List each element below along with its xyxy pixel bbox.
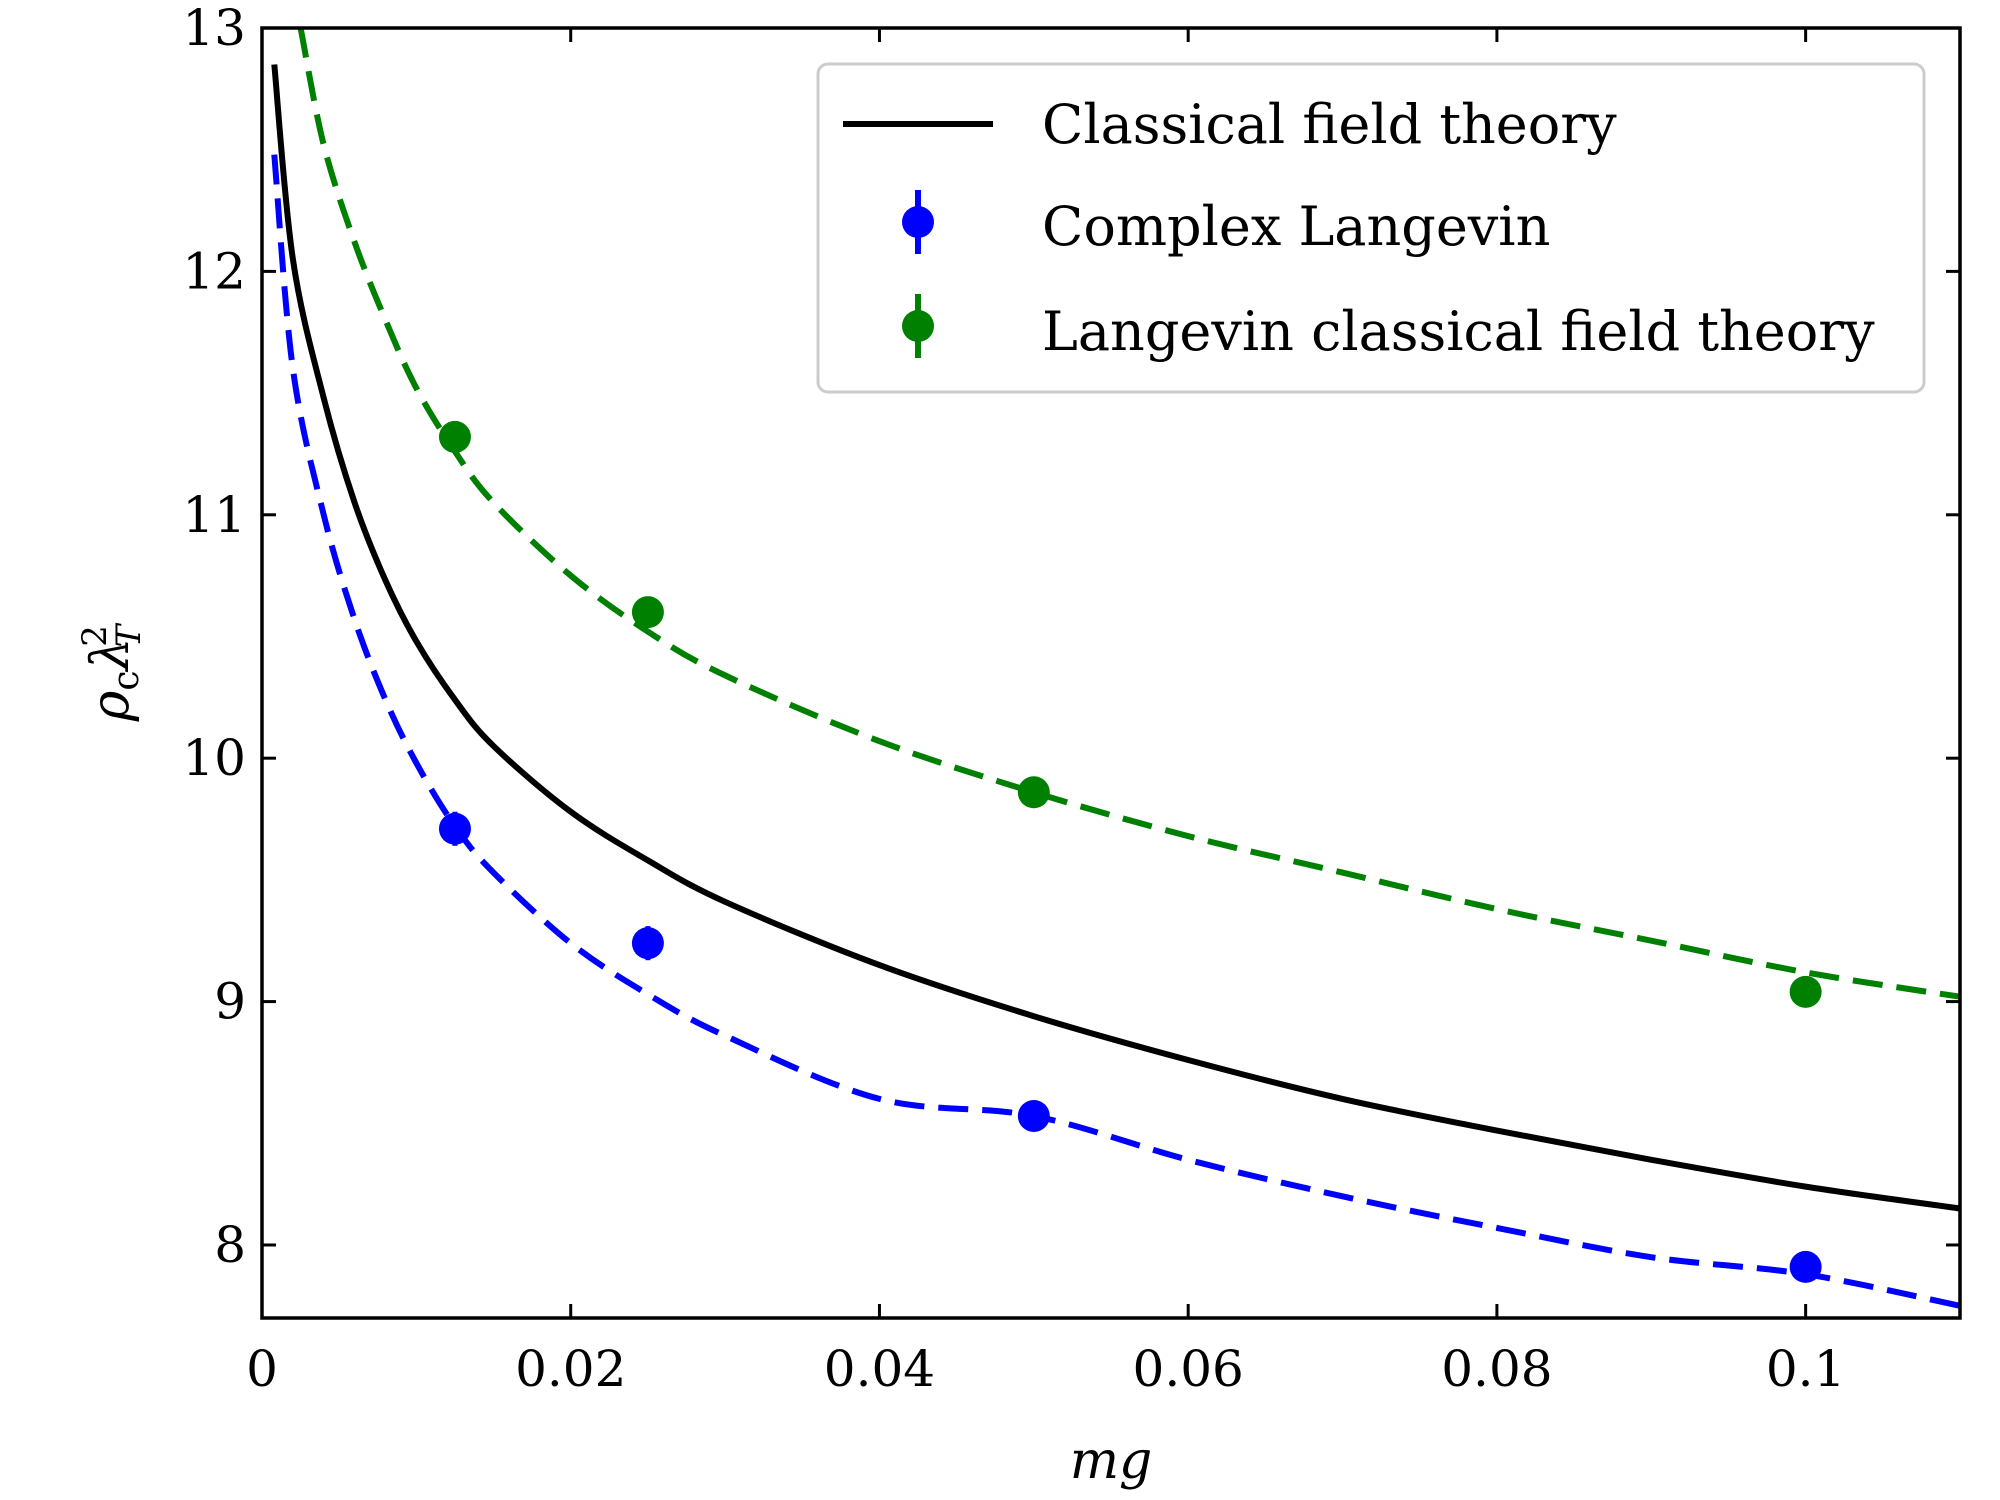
data-point <box>438 420 471 453</box>
y-axis-lambda: λ <box>81 637 141 672</box>
legend-label-classical: Classical field theory <box>1042 93 1617 156</box>
y-axis-lambda-sup: 2 <box>75 625 115 647</box>
y-tick-label: 10 <box>182 729 246 787</box>
legend-box <box>816 62 1926 394</box>
y-axis-lambda-sub: T <box>109 622 149 647</box>
legend-marker-langevin <box>902 310 934 342</box>
y-axis-rho-sub: c <box>106 670 147 690</box>
data-point <box>1017 1099 1050 1132</box>
y-tick-label: 13 <box>182 0 246 57</box>
y-tick-label: 12 <box>182 242 246 300</box>
legend: Classical field theory Complex Langevin … <box>816 62 1926 394</box>
y-axis-title: ρcλT2 <box>75 622 149 722</box>
legend-label-langevin: Langevin classical field theory <box>1042 300 1875 363</box>
y-tick-label: 11 <box>182 486 246 544</box>
axis-ticks <box>260 26 1960 1318</box>
data-point <box>631 927 664 960</box>
plot-area <box>271 28 1960 1309</box>
x-tick-label: 0.02 <box>515 1340 626 1398</box>
svg-text:ρcλT2: ρcλT2 <box>75 622 149 722</box>
y-tick-label: 9 <box>214 973 246 1031</box>
data-point <box>438 812 471 845</box>
data-point <box>1017 776 1050 809</box>
x-tick-label: 0.08 <box>1441 1340 1552 1398</box>
curve-1 <box>271 154 1960 1309</box>
y-axis-rho: ρ <box>81 690 141 722</box>
data-point <box>1789 1250 1822 1283</box>
x-tick-label: 0.1 <box>1766 1340 1846 1398</box>
y-tick-label: 8 <box>214 1216 246 1274</box>
curve-2 <box>297 28 1960 1000</box>
legend-label-complex: Complex Langevin <box>1042 195 1550 258</box>
x-tick-label: 0.06 <box>1133 1340 1244 1398</box>
x-axis-title: mg <box>1070 1431 1153 1491</box>
legend-marker-complex <box>902 206 934 238</box>
x-tick-label: 0 <box>246 1340 278 1398</box>
tick-labels: 0 0.02 0.04 0.06 0.08 0.1 8 9 10 11 12 13 <box>182 0 1845 1398</box>
data-point <box>631 596 664 629</box>
axes-frame <box>260 26 1962 1320</box>
x-tick-label: 0.04 <box>824 1340 935 1398</box>
curve-0 <box>271 64 1960 1212</box>
data-point <box>1789 975 1822 1008</box>
series-group <box>271 28 1960 1309</box>
